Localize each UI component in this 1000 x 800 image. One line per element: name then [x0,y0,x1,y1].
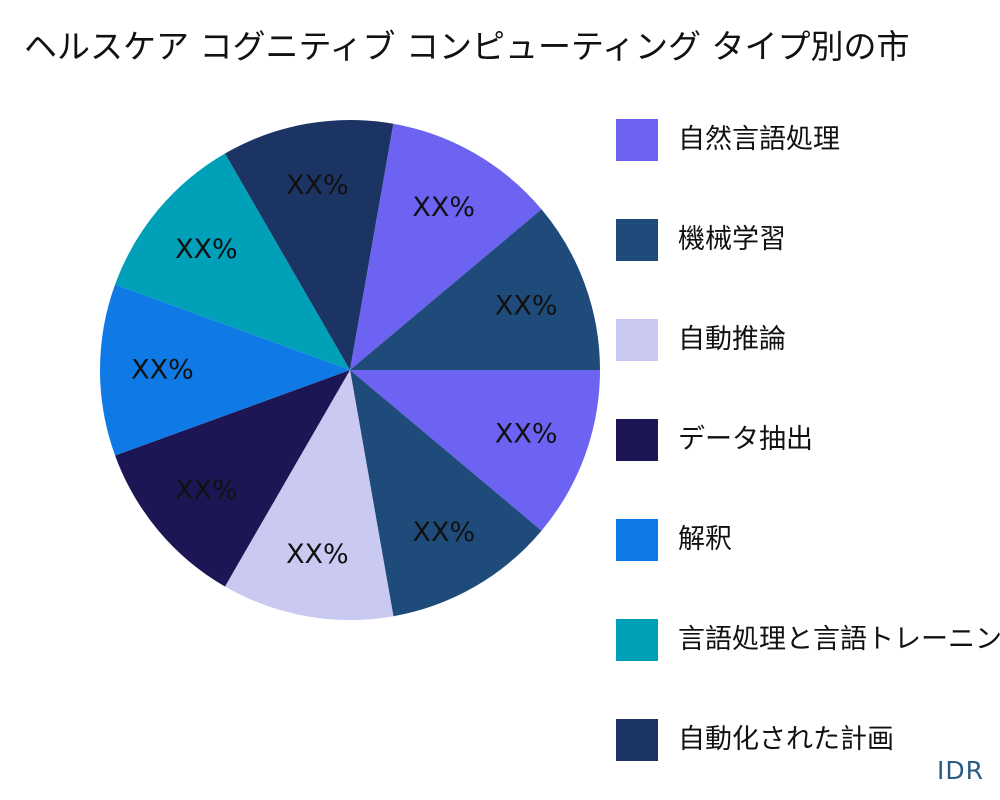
legend-item: データ抽出 [616,418,1000,462]
pie-slice-label: XX% [175,234,238,265]
pie-slice [350,370,600,531]
legend-item: 自動化された計画 [616,718,1000,762]
legend-swatch [616,419,658,461]
legend-label: 機械学習 [678,224,786,255]
legend-swatch [616,119,658,161]
legend-label: 解釈 [678,524,732,555]
legend-label: 自動化された計画 [678,724,894,755]
chart-title: ヘルスケア コグニティブ コンピューティング タイプ別の市 [24,27,910,66]
legend-swatch [616,719,658,761]
legend-label: データ抽出 [678,424,813,455]
pie-slice [225,370,394,620]
legend-swatch [616,319,658,361]
pie-slice [350,370,542,617]
pie-slice [115,153,350,370]
pie-slice-label: XX% [286,539,349,570]
legend-item: 言語処理と言語トレーニング [616,618,1000,662]
legend-swatch [616,519,658,561]
legend-swatch [616,219,658,261]
pie-slice [100,284,351,456]
legend-item: 自然言語処理 [616,118,1000,162]
legend-label: 自動推論 [678,324,786,355]
pie-slice [350,123,542,370]
pie-slice-label: XX% [175,475,238,506]
legend-item: 自動推論 [616,318,1000,362]
legend-label: 言語処理と言語トレーニング [678,624,1000,655]
legend-swatch [616,619,658,661]
legend-item: 機械学習 [616,218,1000,262]
pie-slice-label: XX% [286,170,349,201]
pie-slice [225,120,394,370]
chart-legend: 自然言語処理 機械学習自動推論データ抽出解釈言語処理と言語トレーニング 自動化された… [616,118,1000,768]
pie-slice-label: XX% [131,355,194,386]
pie-slice-label: XX% [495,290,558,321]
pie-slice [115,370,350,587]
pie-slice-label: XX% [412,517,475,548]
watermark-logo: IDR [937,756,984,785]
legend-item: 解釈 [616,518,1000,562]
pie-slice [350,209,600,370]
pie-slice-label: XX% [412,192,475,223]
legend-label: 自然言語処理 [678,124,840,155]
pie-slice-label: XX% [495,419,558,450]
